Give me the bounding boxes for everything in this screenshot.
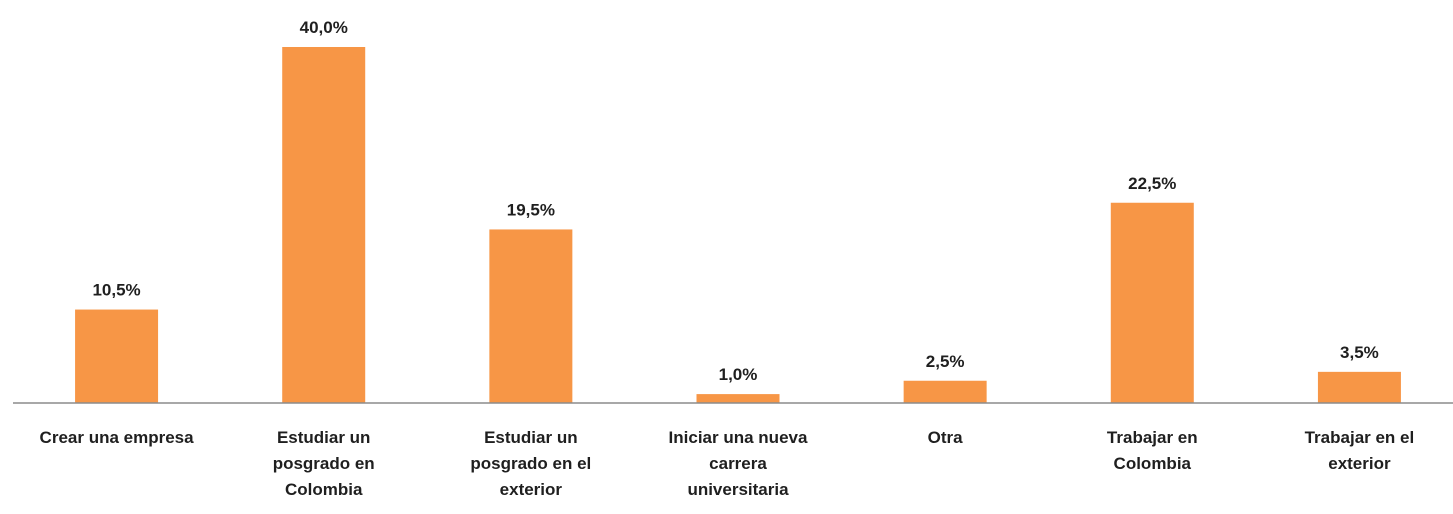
x-tick-label: Trabajar en Colombia [1106, 428, 1198, 473]
value-label: 40,0% [300, 18, 348, 37]
bar [282, 47, 366, 403]
bar [75, 309, 159, 403]
x-tick-label: Iniciar una nueva carrera universitaria [668, 428, 808, 499]
value-label: 22,5% [1128, 174, 1176, 193]
bar [1110, 202, 1194, 403]
bar [1317, 371, 1401, 403]
x-tick-label: Estudiar un posgrado en el exterior [470, 428, 592, 499]
value-label: 19,5% [507, 200, 555, 219]
x-tick-label: Otra [927, 428, 963, 447]
value-label: 10,5% [92, 281, 140, 300]
x-tick-label: Crear una empresa [39, 428, 194, 447]
x-tick-label: Estudiar un posgrado en Colombia [272, 428, 375, 499]
bar [903, 380, 987, 403]
bar [696, 394, 780, 403]
value-label: 2,5% [926, 352, 965, 371]
bar [489, 229, 573, 403]
value-label: 1,0% [719, 365, 758, 384]
value-label: 3,5% [1340, 343, 1379, 362]
x-tick-label: Trabajar en el exterior [1304, 428, 1415, 473]
